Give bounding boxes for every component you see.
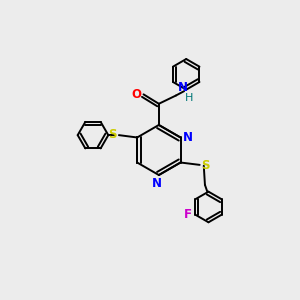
Text: N: N: [183, 131, 193, 144]
Text: F: F: [184, 208, 192, 221]
Text: S: S: [108, 128, 116, 141]
Text: N: N: [178, 81, 188, 94]
Text: S: S: [201, 159, 210, 172]
Text: O: O: [131, 88, 141, 101]
Text: N: N: [152, 177, 162, 190]
Text: H: H: [185, 93, 194, 103]
